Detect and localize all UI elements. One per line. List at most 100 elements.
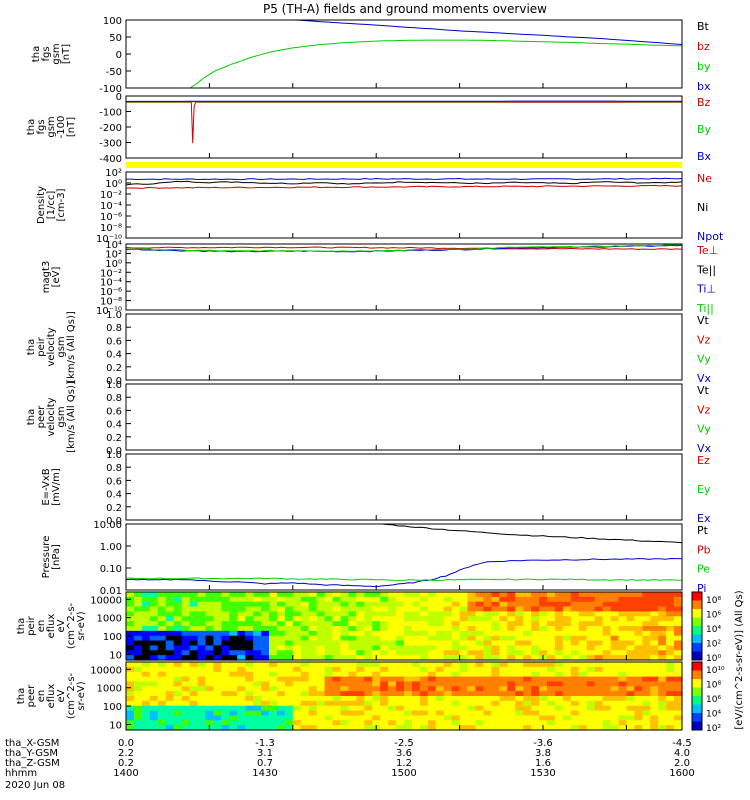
legend-Pe: Pe [697,563,710,576]
series-pressure-Pe [125,577,683,582]
y-axis-label-peir_velocity: tha peir velocity gsm [km/s (All Qs)] [26,311,77,383]
colorbar-segment [692,643,702,652]
y-tick-label: 10 [109,720,122,731]
y-axis-label-line: tha [16,618,27,634]
y-axis-label-line: peir [36,336,47,356]
panel-frame [125,19,683,89]
legend-bx: bx [697,80,711,93]
y-tick-label: 10.00 [93,520,122,531]
y-tick-label: 100 [103,16,122,27]
colorbar-segment [692,600,702,610]
colorbar-segment [692,704,702,714]
plot-title: P5 (TH-A) fields and ground moments over… [263,2,547,16]
y-tick-label: 10² [105,249,122,260]
y-axis-label-line: fgs [36,119,47,134]
y-tick-label: 0.4 [106,420,122,431]
y-tick-label: 0.8 [106,323,122,334]
y-tick-label: 1.0 [106,380,122,391]
panel-frame [125,171,683,239]
y-tick-label: 0.10 [100,564,122,575]
colorbar-tick-label: 10⁸ [706,681,721,691]
y-tick-label: 10⁴ [105,240,122,251]
y-tick-label: 10⁻¹⁰ [96,234,122,245]
y-tick-label: 10⁻⁸ [100,297,122,308]
x-row-label: tha_Y-GSM [5,748,58,759]
y-tick-label: 10⁰ [105,259,122,270]
series-temperature-Ti|| [125,244,683,252]
y-axis-label-line: tha [26,339,37,355]
y-axis-label-line: [cm-3] [56,188,67,221]
y-tick-label: 0.8 [106,463,122,474]
y-axis-label-line: [nT] [61,44,72,64]
colorbar-tick-label: 10⁶ [706,611,721,621]
legend-bz: bz [697,40,710,53]
panel-pressure: 10.00 1.00 0.10 0.01 Pt Pb Pe Pi Pressure [nPa] [41,520,711,597]
legend-Ti⊥: Ti⊥ [696,283,716,296]
y-tick-label: 10⁻⁴ [100,201,122,212]
y-axis-label-line: gsm [56,406,67,427]
y-tick-label: 1000 [97,684,122,695]
panel-peer_spectrogram: 10¹⁰ 10⁸ 10⁶ 10⁴ 10² 10000 1000 100 10 tha peer en e… [16,661,725,734]
y-tick-label: 10⁰ [105,179,122,190]
y-tick-label: 0.6 [106,476,122,487]
y-axis-label-line: gsm [51,43,62,64]
y-axis-label-line: eV [56,619,67,632]
series-pressure-Pt [381,523,683,544]
colorbar-tick-label: 10⁰ [706,654,721,664]
y-axis-label-line: [nT] [66,117,77,137]
legend-Vt: Vt [697,384,710,397]
series-pressure-Pi [125,557,683,588]
x-row-value: 2.2 [118,748,134,759]
legend-Bt: Bt [697,20,710,33]
y-tick-label: 0.6 [106,406,122,417]
y-tick-label: 1.00 [100,542,122,553]
colorbar-tick-label: 10⁶ [706,695,721,705]
colorbar-segment [692,687,702,697]
y-tick-label: 0.4 [106,350,122,361]
y-tick-label: -200 [99,123,122,134]
y-tick-label: 0 [116,50,122,61]
colorbar-segment [692,651,702,661]
legend-Vx: Vx [697,372,712,385]
y-tick-label: -100 [99,108,122,119]
y-tick-label: 0.8 [106,393,122,404]
y-axis-label-line: magt3 [41,261,52,294]
colorbar-segment [692,662,702,671]
legend-Vy: Vy [697,353,711,366]
y-tick-label: 10⁻⁶ [100,287,122,298]
colorbar-label: [eV/(cm^2-s-sr-eV)] (All Qs) [734,590,745,729]
x-row-value: 2.0 [674,758,690,769]
panel-peer_velocity: 1.0 0.8 0.6 0.4 0.2 0.0 Vt Vz Vy Vx tha peer velocit… [26,380,712,457]
panel-peir_spectrogram: 10⁸ 10⁶ 10⁴ 10² 10⁰ 10000 1000 100 10 tha peir en ef… [16,591,721,664]
x-row-value: 1600 [669,768,694,779]
flag-bar [126,162,682,168]
legend-Npot: Npot [697,230,724,243]
y-tick-label: 10⁻⁶ [100,212,122,223]
colorbar-segment [692,713,702,722]
legend-Vx: Vx [697,442,712,455]
x-row-value: 1500 [391,768,416,779]
y-axis-label-line: peer [36,405,47,429]
legend-Ni: Ni [697,201,708,214]
legend-Ti||: Ti|| [696,302,714,315]
series-fgs-bx [278,19,683,45]
y-axis-label-line: [km/s (All Qs)] [66,311,77,383]
panel-frame [125,453,683,521]
y-axis-label-line: [eV] [51,267,62,288]
colorbar-segment [692,592,702,601]
panel-frame [125,383,683,451]
x-row-value: 1.6 [535,758,551,769]
legend-Vy: Vy [697,423,711,436]
series-fgs-by [189,39,683,89]
y-axis-label-line: sr-eV) [76,611,87,640]
y-tick-label: 100 [103,632,122,643]
colorbar-tick-label: 10¹⁰ [706,666,725,676]
colorbar-tick-label: 10⁸ [706,596,721,606]
legend-Ez: Ez [697,454,710,467]
series-temperature-Te⊥ [125,246,683,250]
y-tick-label: 10⁻¹⁰ [96,306,122,317]
legend-Ey: Ey [697,483,711,496]
y-tick-label: 0.01 [100,586,122,597]
